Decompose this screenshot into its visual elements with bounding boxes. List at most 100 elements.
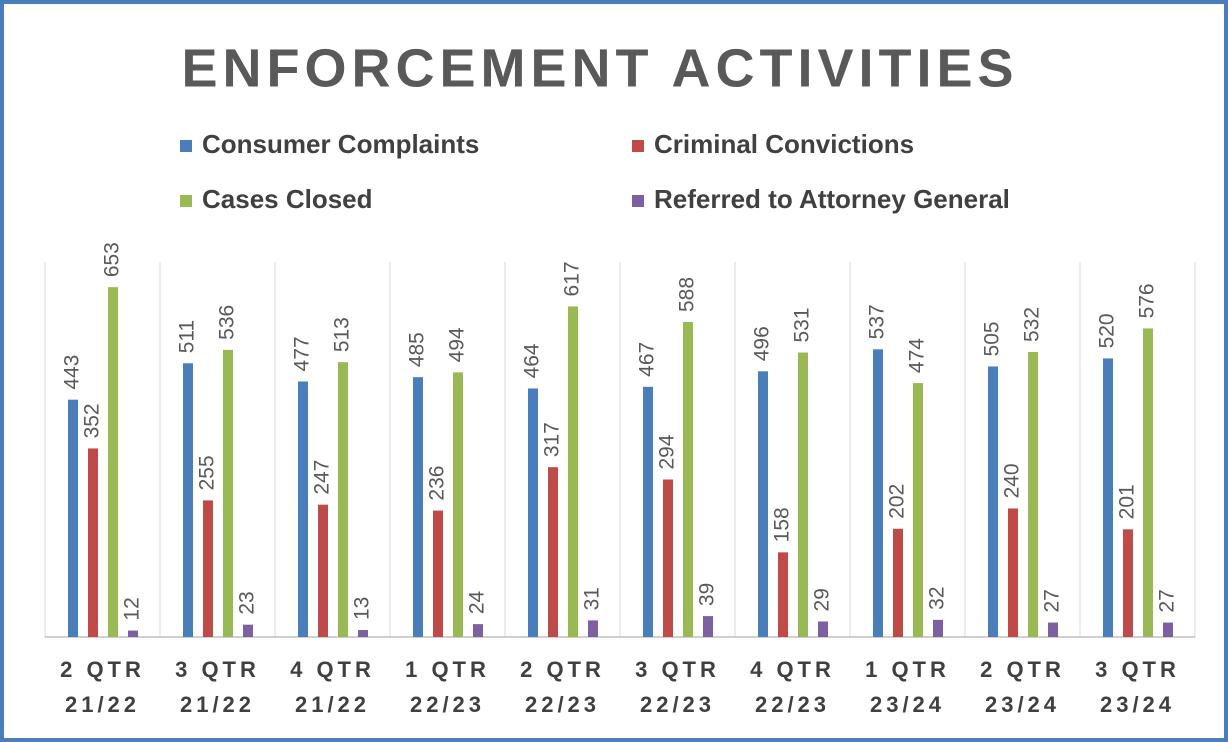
value-label: 32 xyxy=(926,586,949,609)
value-label: 202 xyxy=(886,484,909,519)
bar xyxy=(88,448,98,637)
bar xyxy=(223,349,233,637)
value-label: 467 xyxy=(636,342,659,377)
bar xyxy=(1123,529,1133,637)
bar xyxy=(893,528,903,637)
bar xyxy=(358,630,368,637)
value-label: 317 xyxy=(541,422,564,457)
bar xyxy=(988,366,998,637)
x-tick-label: 2 QTR 23/24 xyxy=(980,657,1065,717)
value-label: 464 xyxy=(521,343,544,378)
bar xyxy=(913,383,923,637)
bar xyxy=(703,616,713,637)
value-label: 23 xyxy=(236,591,259,614)
value-label: 255 xyxy=(196,455,219,490)
value-label: 443 xyxy=(61,355,84,390)
value-label: 653 xyxy=(101,242,124,277)
value-label: 485 xyxy=(406,332,429,367)
value-label: 39 xyxy=(696,583,719,606)
value-label: 474 xyxy=(906,338,929,373)
value-label: 536 xyxy=(216,305,239,340)
bar xyxy=(108,287,118,637)
legend-label: Consumer Complaints xyxy=(202,129,479,159)
value-label: 352 xyxy=(81,403,104,438)
bar xyxy=(663,479,673,637)
value-label: 537 xyxy=(866,304,889,339)
legend-swatch xyxy=(180,140,192,152)
value-label: 513 xyxy=(331,317,354,352)
legend-label: Criminal Convictions xyxy=(654,129,914,159)
value-label: 236 xyxy=(426,466,449,501)
value-label: 31 xyxy=(581,587,604,610)
bar xyxy=(243,624,253,637)
bar xyxy=(1163,622,1173,637)
bar xyxy=(128,630,138,637)
bar xyxy=(183,363,193,637)
bar xyxy=(778,552,788,637)
bar xyxy=(413,377,423,637)
bar xyxy=(203,500,213,637)
value-label: 29 xyxy=(811,588,834,611)
bar xyxy=(588,620,598,637)
bar xyxy=(433,510,443,637)
legend-swatch xyxy=(180,195,192,207)
bar xyxy=(798,352,808,637)
bar xyxy=(338,362,348,637)
x-tick-label: 2 QTR 22/23 xyxy=(520,657,605,717)
x-tick-label: 4 QTR 22/23 xyxy=(750,657,835,717)
value-label: 294 xyxy=(656,434,679,469)
legend-swatch xyxy=(632,195,644,207)
value-label: 531 xyxy=(791,307,814,342)
x-tick-label: 4 QTR 21/22 xyxy=(290,657,375,717)
value-label: 247 xyxy=(311,460,334,495)
x-tick-label: 1 QTR 22/23 xyxy=(405,657,490,717)
value-label: 477 xyxy=(291,336,314,371)
value-label: 24 xyxy=(466,590,489,614)
bar xyxy=(1028,352,1038,637)
bar xyxy=(683,322,693,637)
bar xyxy=(643,386,653,637)
value-label: 576 xyxy=(1136,283,1159,318)
bar xyxy=(1103,358,1113,637)
value-label: 520 xyxy=(1096,313,1119,348)
bar xyxy=(298,381,308,637)
value-label: 158 xyxy=(771,507,794,542)
x-tick-label: 3 QTR 21/22 xyxy=(175,657,260,717)
legend-label: Referred to Attorney General xyxy=(654,184,1010,214)
x-tick-label: 1 QTR 23/24 xyxy=(865,657,950,717)
x-tick-label: 3 QTR 22/23 xyxy=(635,657,720,717)
value-label: 27 xyxy=(1156,589,1179,612)
bar xyxy=(548,467,558,637)
value-label: 13 xyxy=(351,597,374,620)
value-label: 27 xyxy=(1041,589,1064,612)
bar xyxy=(933,619,943,637)
bar xyxy=(318,504,328,637)
legend-swatch xyxy=(632,140,644,152)
bar xyxy=(1008,508,1018,637)
bar xyxy=(1143,328,1153,637)
legend-label: Cases Closed xyxy=(202,184,373,214)
value-label: 588 xyxy=(676,277,699,312)
bar xyxy=(568,306,578,637)
value-label: 12 xyxy=(121,597,144,620)
value-label: 496 xyxy=(751,326,774,361)
bar xyxy=(818,621,828,637)
x-tick-label: 3 QTR 23/24 xyxy=(1095,657,1180,717)
bar xyxy=(473,624,483,637)
value-label: 617 xyxy=(561,261,584,296)
chart-title: ENFORCEMENT ACTIVITIES xyxy=(181,38,1018,98)
value-label: 505 xyxy=(981,321,1004,356)
x-tick-label: 2 QTR 21/22 xyxy=(60,657,145,717)
value-label: 240 xyxy=(1001,463,1024,498)
bar xyxy=(1048,622,1058,637)
value-label: 532 xyxy=(1021,307,1044,342)
value-label: 201 xyxy=(1116,484,1139,519)
bar xyxy=(528,388,538,637)
value-label: 494 xyxy=(446,327,469,362)
bar xyxy=(68,399,78,637)
value-label: 511 xyxy=(176,320,199,353)
bar xyxy=(453,372,463,637)
